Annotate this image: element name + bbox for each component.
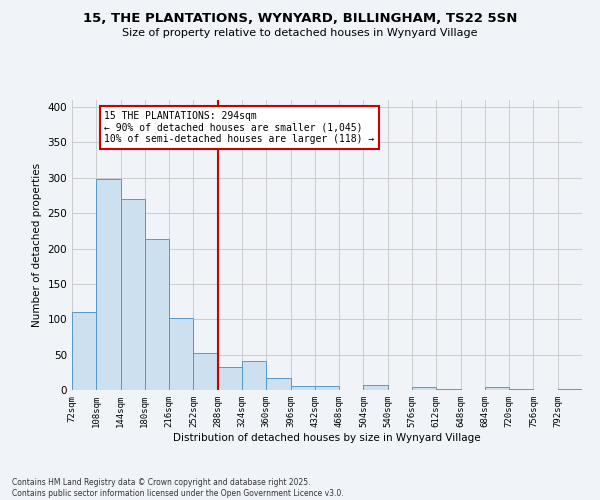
Text: Contains HM Land Registry data © Crown copyright and database right 2025.
Contai: Contains HM Land Registry data © Crown c… bbox=[12, 478, 344, 498]
Bar bbox=[72, 312, 96, 390]
Bar bbox=[266, 378, 290, 390]
Text: 15 THE PLANTATIONS: 294sqm
← 90% of detached houses are smaller (1,045)
10% of s: 15 THE PLANTATIONS: 294sqm ← 90% of deta… bbox=[104, 110, 374, 144]
X-axis label: Distribution of detached houses by size in Wynyard Village: Distribution of detached houses by size … bbox=[173, 432, 481, 442]
Bar bbox=[412, 387, 436, 390]
Bar bbox=[315, 386, 339, 390]
Bar bbox=[96, 179, 121, 390]
Text: Size of property relative to detached houses in Wynyard Village: Size of property relative to detached ho… bbox=[122, 28, 478, 38]
Y-axis label: Number of detached properties: Number of detached properties bbox=[32, 163, 42, 327]
Bar bbox=[121, 199, 145, 390]
Bar bbox=[242, 361, 266, 390]
Bar bbox=[218, 366, 242, 390]
Bar bbox=[169, 318, 193, 390]
Bar bbox=[145, 240, 169, 390]
Bar bbox=[485, 387, 509, 390]
Text: 15, THE PLANTATIONS, WYNYARD, BILLINGHAM, TS22 5SN: 15, THE PLANTATIONS, WYNYARD, BILLINGHAM… bbox=[83, 12, 517, 26]
Bar bbox=[364, 385, 388, 390]
Bar bbox=[193, 353, 218, 390]
Bar bbox=[290, 386, 315, 390]
